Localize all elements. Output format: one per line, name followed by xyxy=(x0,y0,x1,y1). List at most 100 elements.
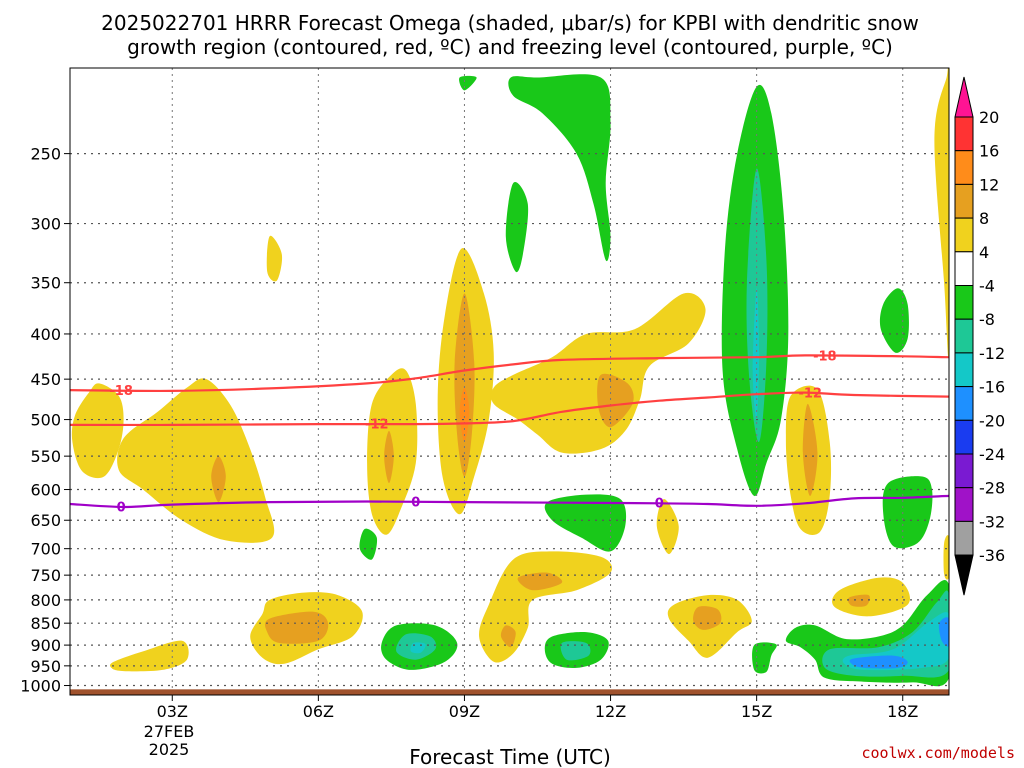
colorbar-label-8: -16 xyxy=(979,378,1005,397)
y-tick-label-400: 400 xyxy=(30,325,61,344)
colorbar-segment-10 xyxy=(954,453,974,489)
omega-region-1 xyxy=(117,378,275,543)
omega-shading-layer xyxy=(71,68,949,687)
colorbar-bottom-arrow xyxy=(954,554,974,596)
contour-label-0-1: 0 xyxy=(411,495,420,510)
colorbar-segment-1 xyxy=(954,150,974,185)
y-tick-label-300: 300 xyxy=(30,215,61,234)
omega-region-5 xyxy=(384,430,394,484)
colorbar-label-4: 4 xyxy=(979,243,989,262)
colorbar-label-3: 8 xyxy=(979,209,989,228)
omega-region-9 xyxy=(490,292,706,454)
omega-region-24 xyxy=(832,577,910,617)
x-tick-label-03Z: 03Z xyxy=(157,702,188,721)
contour--12 xyxy=(70,391,949,427)
contour-layer: -18 -18 -12 -12 0 0 0 xyxy=(70,349,949,515)
contour-label-0-0: 0 xyxy=(117,500,126,515)
contour-label--18-1: -18 xyxy=(813,349,837,364)
colorbar-segment-2 xyxy=(954,183,974,219)
plot-frame xyxy=(69,67,950,696)
colorbar-segment-12 xyxy=(954,520,974,556)
y-tick-label-450: 450 xyxy=(30,370,61,389)
colorbar-label-6: -8 xyxy=(979,310,995,329)
omega-region-10 xyxy=(597,373,634,428)
source-credit: coolwx.com/models xyxy=(861,744,1015,762)
y-tick-label-600: 600 xyxy=(30,481,61,500)
omega-region-33 xyxy=(882,476,933,549)
y-tick-label-350: 350 xyxy=(30,274,61,293)
omega-region-11 xyxy=(656,499,679,555)
date-label-year: 2025 xyxy=(149,740,190,759)
omega-region-46 xyxy=(938,617,949,647)
y-tick-label-900: 900 xyxy=(30,636,61,655)
omega-region-34 xyxy=(544,494,627,552)
omega-region-27 xyxy=(459,75,477,91)
chart-title-line-1: 2025022701 HRRR Forecast Omega (shaded, … xyxy=(101,11,919,35)
date-label-day: 27FEB xyxy=(144,722,195,741)
omega-region-41 xyxy=(752,642,777,674)
colorbar-label-10: -24 xyxy=(979,445,1005,464)
colorbar-top-arrow xyxy=(954,76,974,118)
omega-region-0 xyxy=(71,383,124,479)
colorbar-label-5: -4 xyxy=(979,277,995,296)
omega-region-26 xyxy=(508,74,611,262)
omega-region-17 xyxy=(264,611,329,644)
x-axis-title: Forecast Time (UTC) xyxy=(409,745,611,768)
colorbar-segment-0 xyxy=(954,116,974,152)
omega-region-32 xyxy=(879,288,909,353)
colorbar-label-13: -36 xyxy=(979,546,1005,565)
omega-region-14 xyxy=(934,68,949,358)
omega-region-13 xyxy=(802,403,818,496)
y-tick-label-700: 700 xyxy=(30,540,61,559)
terrain-bar xyxy=(70,689,949,695)
colorbar-segment-4 xyxy=(954,251,974,287)
omega-region-25 xyxy=(847,594,870,607)
colorbar-label-1: 16 xyxy=(979,142,999,161)
y-tick-label-750: 750 xyxy=(30,566,61,585)
plot-area: -18 -18 -12 -12 0 0 0 xyxy=(70,68,949,695)
colorbar-segment-11 xyxy=(954,487,974,522)
colorbar-label-0: 20 xyxy=(979,108,999,127)
contour-0 xyxy=(70,494,949,509)
colorbar-segment-7 xyxy=(954,352,974,388)
grid-layer xyxy=(70,68,949,695)
contour-label-0-2: 0 xyxy=(655,497,664,512)
colorbar-label-9: -20 xyxy=(979,411,1005,430)
x-tick-label-12Z: 12Z xyxy=(595,702,626,721)
x-tick-label-06Z: 06Z xyxy=(303,702,334,721)
chart-title-line-2: growth region (contoured, red, ºC) and f… xyxy=(127,35,893,59)
colorbar-segment-3 xyxy=(954,217,974,253)
colorbar-label-11: -28 xyxy=(979,479,1005,498)
omega-region-2 xyxy=(211,456,226,503)
y-tick-label-550: 550 xyxy=(30,447,61,466)
omega-region-28 xyxy=(505,181,529,273)
colorbar: 20 16 12 8 4 -4 -8 -12 -16 -20 -24 -28 -32 -36 xyxy=(954,76,1005,596)
y-tick-label-850: 850 xyxy=(30,614,61,633)
x-tick-label-18Z: 18Z xyxy=(887,702,918,721)
colorbar-segment-6 xyxy=(954,318,974,354)
contour-label--12-0: -12 xyxy=(365,417,389,432)
x-axis: 03Z 06Z 09Z 12Z 15Z 18Z xyxy=(157,695,918,721)
omega-region-7 xyxy=(454,293,475,477)
y-tick-label-500: 500 xyxy=(30,411,61,430)
y-tick-label-800: 800 xyxy=(30,591,61,610)
omega-region-20 xyxy=(500,625,516,648)
colorbar-segment-9 xyxy=(954,419,974,455)
y-tick-label-250: 250 xyxy=(30,145,61,164)
contour-label--18-0: -18 xyxy=(109,384,133,399)
y-tick-label-1000: 1000 xyxy=(20,677,61,696)
omega-region-45 xyxy=(849,655,908,669)
y-tick-label-950: 950 xyxy=(30,657,61,676)
contour-label--12-1: -12 xyxy=(798,387,822,402)
omega-region-44 xyxy=(842,612,949,671)
colorbar-segment-5 xyxy=(954,285,974,320)
x-tick-label-15Z: 15Z xyxy=(741,702,772,721)
omega-region-3 xyxy=(266,235,283,282)
contour--18 xyxy=(70,354,949,393)
colorbar-label-2: 12 xyxy=(979,175,999,194)
omega-region-23 xyxy=(693,606,722,630)
colorbar-label-7: -12 xyxy=(979,344,1005,363)
omega-region-21 xyxy=(517,572,563,591)
x-tick-label-09Z: 09Z xyxy=(449,702,480,721)
